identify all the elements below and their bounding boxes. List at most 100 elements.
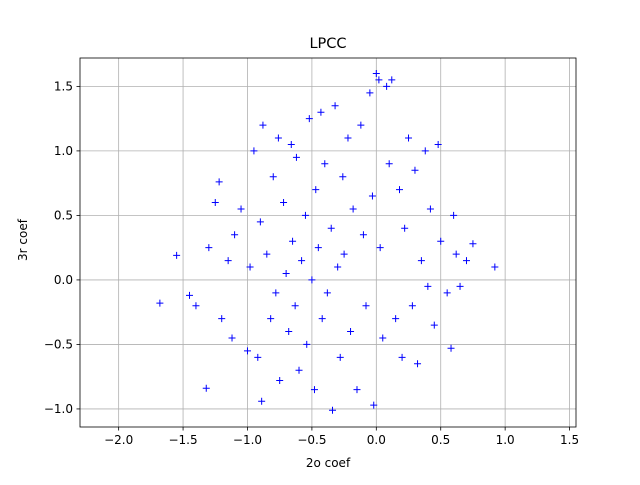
chart-title: LPCC <box>309 36 346 52</box>
data-point <box>462 257 470 265</box>
data-point <box>336 353 344 361</box>
x-tick-label: 0.5 <box>431 433 450 447</box>
data-point <box>318 315 326 323</box>
data-point <box>372 69 380 77</box>
data-point <box>424 282 432 290</box>
data-point <box>218 315 226 323</box>
data-point <box>368 192 376 200</box>
data-point <box>292 153 300 161</box>
data-point <box>417 257 425 265</box>
data-point <box>376 244 384 252</box>
x-tick-label: −2.0 <box>104 433 133 447</box>
data-point <box>344 134 352 142</box>
data-point <box>289 237 297 245</box>
data-point <box>329 406 337 414</box>
data-point <box>334 263 342 271</box>
y-tick-label: 1.0 <box>54 144 73 158</box>
data-point <box>267 315 275 323</box>
data-point <box>339 173 347 181</box>
data-point <box>421 147 429 155</box>
data-point <box>353 386 361 394</box>
data-point <box>383 82 391 90</box>
data-point <box>305 115 313 123</box>
data-point <box>303 340 311 348</box>
data-point <box>450 211 458 219</box>
data-points <box>156 69 499 414</box>
data-point <box>349 205 357 213</box>
data-point <box>156 299 164 307</box>
data-point <box>456 282 464 290</box>
data-point <box>295 366 303 374</box>
x-axis-label: 2o coef <box>306 456 351 470</box>
data-point <box>401 224 409 232</box>
data-point <box>408 302 416 310</box>
data-point <box>276 377 284 385</box>
data-point <box>452 250 460 258</box>
data-point <box>447 344 455 352</box>
plot-frame <box>79 57 577 428</box>
data-point <box>340 250 348 258</box>
data-point <box>426 205 434 213</box>
data-point <box>357 121 365 129</box>
data-point <box>491 263 499 271</box>
data-point <box>392 315 400 323</box>
data-point <box>385 160 393 168</box>
data-point <box>298 257 306 265</box>
x-tick-label: −0.5 <box>297 433 326 447</box>
data-point <box>321 160 329 168</box>
data-point <box>437 237 445 245</box>
data-point <box>291 302 299 310</box>
data-point <box>347 328 355 336</box>
data-point <box>173 251 181 259</box>
data-point <box>228 334 236 342</box>
data-point <box>375 76 383 84</box>
data-point <box>379 334 387 342</box>
data-point <box>327 224 335 232</box>
data-point <box>398 353 406 361</box>
data-point <box>272 289 280 297</box>
data-point <box>211 199 219 207</box>
x-tick-label: −1.0 <box>233 433 262 447</box>
data-point <box>243 347 251 355</box>
data-point <box>250 147 258 155</box>
x-tick-label: 0.0 <box>367 433 386 447</box>
data-point <box>366 89 374 97</box>
data-point <box>282 269 290 277</box>
data-point <box>308 276 316 284</box>
x-tick-label: 1.5 <box>560 433 579 447</box>
data-point <box>331 102 339 110</box>
y-tick-label: 0.0 <box>54 273 73 287</box>
data-point <box>359 231 367 239</box>
x-tick-label: −1.5 <box>168 433 197 447</box>
data-point <box>430 321 438 329</box>
data-point <box>469 240 477 248</box>
data-point <box>254 353 262 361</box>
data-point <box>314 244 322 252</box>
data-point <box>274 134 282 142</box>
data-point <box>259 121 267 129</box>
data-point <box>317 108 325 116</box>
data-point <box>301 211 309 219</box>
data-point <box>224 257 232 265</box>
data-point <box>186 291 194 299</box>
data-point <box>205 244 213 252</box>
data-point <box>285 328 293 336</box>
data-point <box>215 178 223 186</box>
data-point <box>312 186 320 194</box>
data-point <box>443 289 451 297</box>
y-tick-label: −1.0 <box>44 402 73 416</box>
data-point <box>258 397 266 405</box>
axis-ticks: −2.0 −1.5 −1.0 −0.5 0.0 0.5 1.0 1.5 −1.0 −0.5 0.0 0… <box>44 79 579 447</box>
data-point <box>396 186 404 194</box>
data-point <box>323 289 331 297</box>
data-point <box>237 205 245 213</box>
data-point <box>287 140 295 148</box>
data-point <box>192 302 200 310</box>
y-axis-label: 3r coef <box>16 218 30 261</box>
data-point <box>411 166 419 174</box>
y-tick-label: −0.5 <box>44 337 73 351</box>
data-point <box>370 401 378 409</box>
